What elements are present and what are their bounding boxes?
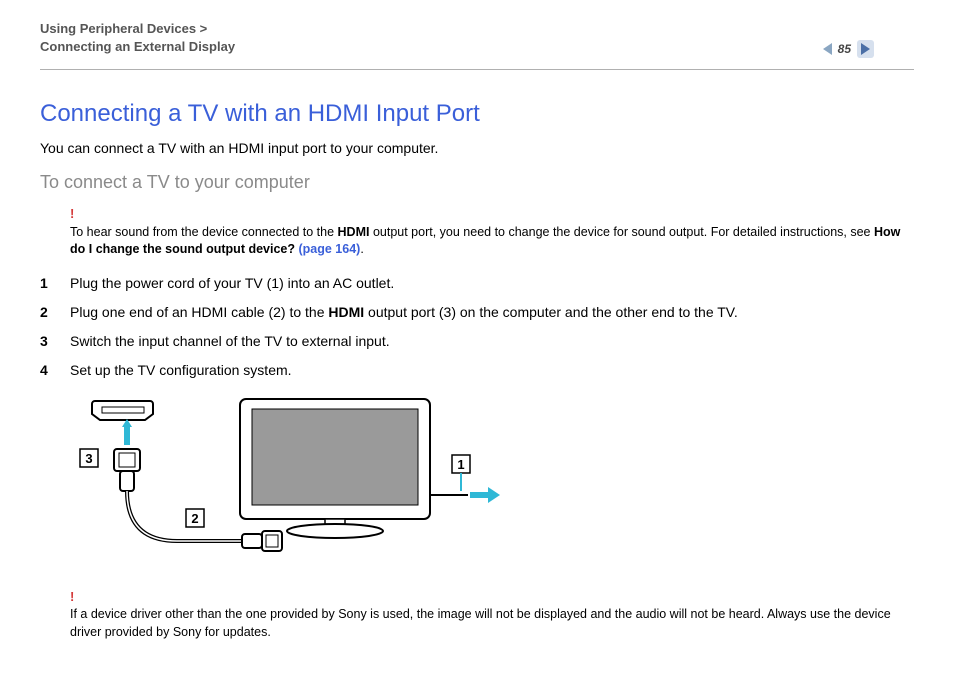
step-text: Switch the input channel of the TV to ex… (70, 331, 390, 352)
page-nav: 85 (823, 40, 874, 58)
prev-page-icon[interactable] (823, 43, 832, 55)
step-item: 4Set up the TV configuration system. (40, 360, 914, 381)
warning-icon: ! (70, 206, 74, 221)
callout-3: 3 (80, 449, 98, 467)
hdmi-connector-icon (114, 449, 140, 491)
page-header: Using Peripheral Devices > Connecting an… (40, 20, 914, 70)
procedure-subhead: To connect a TV to your computer (40, 172, 914, 193)
note1-post: . (360, 242, 363, 256)
breadcrumb-line-1: Using Peripheral Devices > (40, 20, 914, 38)
step-text: Plug one end of an HDMI cable (2) to the… (70, 302, 738, 323)
callout-2-text: 2 (191, 511, 198, 526)
warning-icon-2: ! (70, 589, 74, 604)
hdmi-cable-icon (127, 491, 242, 541)
page-title: Connecting a TV with an HDMI Input Port (40, 100, 914, 128)
page-content: Connecting a TV with an HDMI Input Port … (40, 100, 914, 641)
hdmi-port-icon (92, 401, 153, 420)
step-number: 1 (40, 273, 70, 294)
page-number: 85 (838, 42, 851, 56)
breadcrumb-line-2: Connecting an External Display (40, 38, 914, 56)
step-number: 2 (40, 302, 70, 323)
next-page-icon (861, 43, 870, 55)
note1-pre: To hear sound from the device connected … (70, 225, 338, 239)
hdmi-cable-end-icon (242, 531, 282, 551)
callout-3-text: 3 (85, 451, 92, 466)
note1-mid: output port, you need to change the devi… (369, 225, 874, 239)
step-item: 2Plug one end of an HDMI cable (2) to th… (40, 302, 914, 323)
step-number: 4 (40, 360, 70, 381)
callout-1: 1 (452, 455, 470, 473)
next-page-button[interactable] (857, 40, 874, 58)
steps-list: 1Plug the power cord of your TV (1) into… (40, 273, 914, 381)
note-driver: ! If a device driver other than the one … (70, 588, 914, 642)
step-text: Plug the power cord of your TV (1) into … (70, 273, 394, 294)
intro-text: You can connect a TV with an HDMI input … (40, 140, 914, 156)
note-sound-output: ! To hear sound from the device connecte… (70, 205, 914, 259)
note1-page-link[interactable]: (page 164) (298, 242, 360, 256)
step-item: 1Plug the power cord of your TV (1) into… (40, 273, 914, 294)
callout-1-text: 1 (457, 457, 464, 472)
step-number: 3 (40, 331, 70, 352)
arrow-to-outlet-icon (470, 487, 500, 503)
tv-icon (240, 399, 430, 538)
connection-figure: 3 2 (70, 391, 914, 576)
note2-text: If a device driver other than the one pr… (70, 607, 891, 639)
step-text: Set up the TV configuration system. (70, 360, 292, 381)
step-item: 3Switch the input channel of the TV to e… (40, 331, 914, 352)
breadcrumb: Using Peripheral Devices > Connecting an… (40, 20, 914, 56)
arrow-to-port-icon (122, 419, 132, 445)
callout-2: 2 (186, 509, 204, 527)
note1-hdmi: HDMI (338, 225, 370, 239)
